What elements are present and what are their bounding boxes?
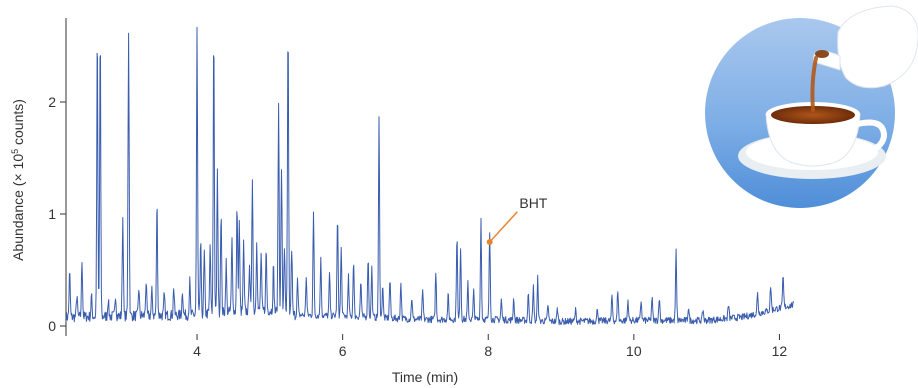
x-axis-ticks: 4 6 8 10 12 [193,334,787,359]
y-axis-title-suffix: counts) [10,99,26,149]
annotation-marker [486,239,493,245]
y-axis-title: Abundance (× 105 counts) [10,99,26,261]
chromatogram-trace [66,26,794,326]
y-axis-ticks: 0 1 2 [48,94,66,334]
annotations: BHT [486,195,548,245]
annotation-label: BHT [519,195,547,211]
x-tick-label: 10 [626,343,642,359]
x-tick-label: 4 [193,343,201,359]
y-tick-label: 2 [48,94,56,110]
y-tick-label: 0 [48,318,56,334]
x-axis-title: Time (min) [392,369,458,385]
y-tick-label: 1 [48,206,56,222]
y-axis-title-prefix: Abundance (× 10 [10,154,26,261]
x-tick-label: 8 [484,343,492,359]
x-tick-label: 6 [339,343,347,359]
x-tick-label: 12 [772,343,788,359]
y-axis-title-exponent: 5 [10,149,20,154]
tea-pouring-icon [705,5,918,208]
annotation-leader-line [489,211,518,243]
